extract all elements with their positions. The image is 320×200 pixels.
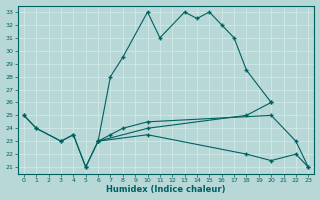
X-axis label: Humidex (Indice chaleur): Humidex (Indice chaleur) [106, 185, 226, 194]
